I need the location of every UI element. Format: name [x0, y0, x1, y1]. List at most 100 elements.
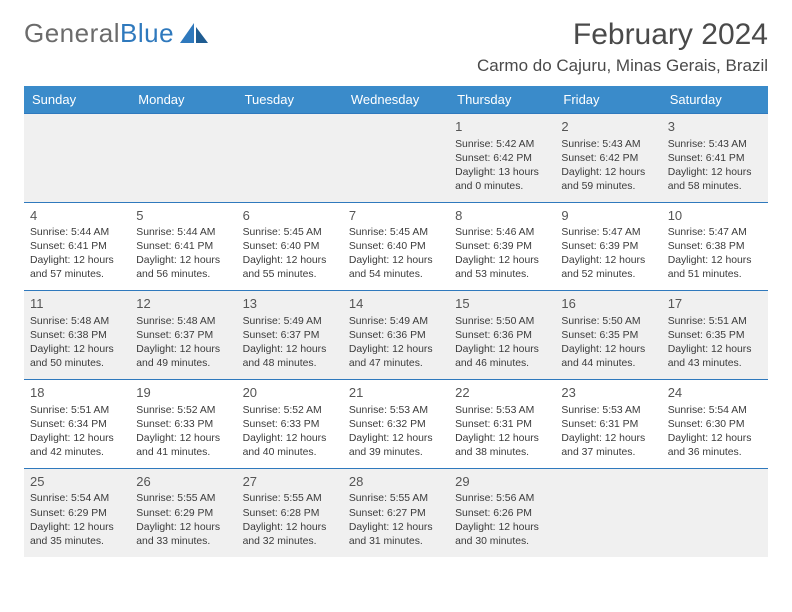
calendar-day-cell: 29Sunrise: 5:56 AMSunset: 6:26 PMDayligh…: [449, 468, 555, 556]
day-number: 1: [455, 118, 549, 136]
day1-text: Daylight: 12 hours: [349, 521, 443, 535]
sunrise-text: Sunrise: 5:48 AM: [136, 315, 230, 329]
sunset-text: Sunset: 6:41 PM: [30, 240, 124, 254]
brand-text: GeneralBlue: [24, 18, 174, 49]
sunset-text: Sunset: 6:29 PM: [136, 507, 230, 521]
day-number: 4: [30, 207, 124, 225]
day-number: 3: [668, 118, 762, 136]
day-number: 22: [455, 384, 549, 402]
sunrise-text: Sunrise: 5:50 AM: [455, 315, 549, 329]
calendar-day-cell: [237, 114, 343, 203]
calendar-week-row: 4Sunrise: 5:44 AMSunset: 6:41 PMDaylight…: [24, 202, 768, 291]
day1-text: Daylight: 12 hours: [243, 521, 337, 535]
sunset-text: Sunset: 6:32 PM: [349, 418, 443, 432]
day1-text: Daylight: 12 hours: [455, 432, 549, 446]
day-number: 7: [349, 207, 443, 225]
calendar-day-cell: 24Sunrise: 5:54 AMSunset: 6:30 PMDayligh…: [662, 380, 768, 469]
brand-text-blue: Blue: [120, 18, 174, 48]
sunrise-text: Sunrise: 5:47 AM: [561, 226, 655, 240]
brand-logo: GeneralBlue: [24, 18, 208, 49]
sunrise-text: Sunrise: 5:42 AM: [455, 138, 549, 152]
day2-text: and 40 minutes.: [243, 446, 337, 460]
weekday-heading: Monday: [130, 86, 236, 114]
sunrise-text: Sunrise: 5:43 AM: [668, 138, 762, 152]
sunrise-text: Sunrise: 5:49 AM: [243, 315, 337, 329]
sunset-text: Sunset: 6:37 PM: [136, 329, 230, 343]
day1-text: Daylight: 12 hours: [243, 432, 337, 446]
title-block: February 2024 Carmo do Cajuru, Minas Ger…: [477, 18, 768, 76]
calendar-table: Sunday Monday Tuesday Wednesday Thursday…: [24, 86, 768, 557]
calendar-day-cell: 4Sunrise: 5:44 AMSunset: 6:41 PMDaylight…: [24, 202, 130, 291]
calendar-day-cell: 13Sunrise: 5:49 AMSunset: 6:37 PMDayligh…: [237, 291, 343, 380]
sunrise-text: Sunrise: 5:46 AM: [455, 226, 549, 240]
day2-text: and 44 minutes.: [561, 357, 655, 371]
day2-text: and 32 minutes.: [243, 535, 337, 549]
day1-text: Daylight: 12 hours: [455, 343, 549, 357]
calendar-day-cell: 10Sunrise: 5:47 AMSunset: 6:38 PMDayligh…: [662, 202, 768, 291]
day2-text: and 48 minutes.: [243, 357, 337, 371]
sunrise-text: Sunrise: 5:53 AM: [561, 404, 655, 418]
day1-text: Daylight: 12 hours: [136, 521, 230, 535]
day2-text: and 49 minutes.: [136, 357, 230, 371]
sunrise-text: Sunrise: 5:53 AM: [349, 404, 443, 418]
day2-text: and 43 minutes.: [668, 357, 762, 371]
day2-text: and 57 minutes.: [30, 268, 124, 282]
day1-text: Daylight: 12 hours: [561, 166, 655, 180]
day1-text: Daylight: 12 hours: [455, 254, 549, 268]
day2-text: and 47 minutes.: [349, 357, 443, 371]
sunset-text: Sunset: 6:37 PM: [243, 329, 337, 343]
calendar-day-cell: 27Sunrise: 5:55 AMSunset: 6:28 PMDayligh…: [237, 468, 343, 556]
day2-text: and 50 minutes.: [30, 357, 124, 371]
day-number: 23: [561, 384, 655, 402]
day-number: 28: [349, 473, 443, 491]
sail-icon: [180, 23, 208, 43]
calendar-day-cell: 3Sunrise: 5:43 AMSunset: 6:41 PMDaylight…: [662, 114, 768, 203]
weekday-heading: Wednesday: [343, 86, 449, 114]
sunset-text: Sunset: 6:29 PM: [30, 507, 124, 521]
day1-text: Daylight: 13 hours: [455, 166, 549, 180]
sunset-text: Sunset: 6:35 PM: [561, 329, 655, 343]
calendar-day-cell: 26Sunrise: 5:55 AMSunset: 6:29 PMDayligh…: [130, 468, 236, 556]
day-number: 11: [30, 295, 124, 313]
calendar-day-cell: 1 Sunrise: 5:42 AMSunset: 6:42 PMDaylight…: [449, 114, 555, 203]
day2-text: and 39 minutes.: [349, 446, 443, 460]
sunset-text: Sunset: 6:33 PM: [243, 418, 337, 432]
sunset-text: Sunset: 6:42 PM: [455, 152, 549, 166]
sunset-text: Sunset: 6:38 PM: [30, 329, 124, 343]
day-number: 25: [30, 473, 124, 491]
header-row: GeneralBlue February 2024 Carmo do Cajur…: [24, 18, 768, 76]
day2-text: and 35 minutes.: [30, 535, 124, 549]
sunrise-text: Sunrise: 5:47 AM: [668, 226, 762, 240]
day1-text: Daylight: 12 hours: [30, 343, 124, 357]
calendar-day-cell: [130, 114, 236, 203]
sunset-text: Sunset: 6:41 PM: [668, 152, 762, 166]
sunset-text: Sunset: 6:26 PM: [455, 507, 549, 521]
sunrise-text: Sunrise: 5:55 AM: [349, 492, 443, 506]
sunrise-text: Sunrise: 5:44 AM: [136, 226, 230, 240]
location-text: Carmo do Cajuru, Minas Gerais, Brazil: [477, 56, 768, 76]
calendar-day-cell: 5Sunrise: 5:44 AMSunset: 6:41 PMDaylight…: [130, 202, 236, 291]
day1-text: Daylight: 12 hours: [561, 343, 655, 357]
sunrise-text: Sunrise: 5:53 AM: [455, 404, 549, 418]
day-number: 6: [243, 207, 337, 225]
day-number: 18: [30, 384, 124, 402]
sunset-text: Sunset: 6:41 PM: [136, 240, 230, 254]
calendar-day-cell: 28Sunrise: 5:55 AMSunset: 6:27 PMDayligh…: [343, 468, 449, 556]
day-number: 9: [561, 207, 655, 225]
sunrise-text: Sunrise: 5:54 AM: [668, 404, 762, 418]
day2-text: and 58 minutes.: [668, 180, 762, 194]
calendar-day-cell: 11Sunrise: 5:48 AMSunset: 6:38 PMDayligh…: [24, 291, 130, 380]
day2-text: and 54 minutes.: [349, 268, 443, 282]
day2-text: and 0 minutes.: [455, 180, 549, 194]
weekday-heading: Tuesday: [237, 86, 343, 114]
day2-text: and 30 minutes.: [455, 535, 549, 549]
day2-text: and 31 minutes.: [349, 535, 443, 549]
sunrise-text: Sunrise: 5:43 AM: [561, 138, 655, 152]
day2-text: and 56 minutes.: [136, 268, 230, 282]
day1-text: Daylight: 12 hours: [30, 432, 124, 446]
sunrise-text: Sunrise: 5:51 AM: [668, 315, 762, 329]
calendar-day-cell: 6Sunrise: 5:45 AMSunset: 6:40 PMDaylight…: [237, 202, 343, 291]
day-number: 26: [136, 473, 230, 491]
calendar-day-cell: [662, 468, 768, 556]
weekday-heading: Saturday: [662, 86, 768, 114]
